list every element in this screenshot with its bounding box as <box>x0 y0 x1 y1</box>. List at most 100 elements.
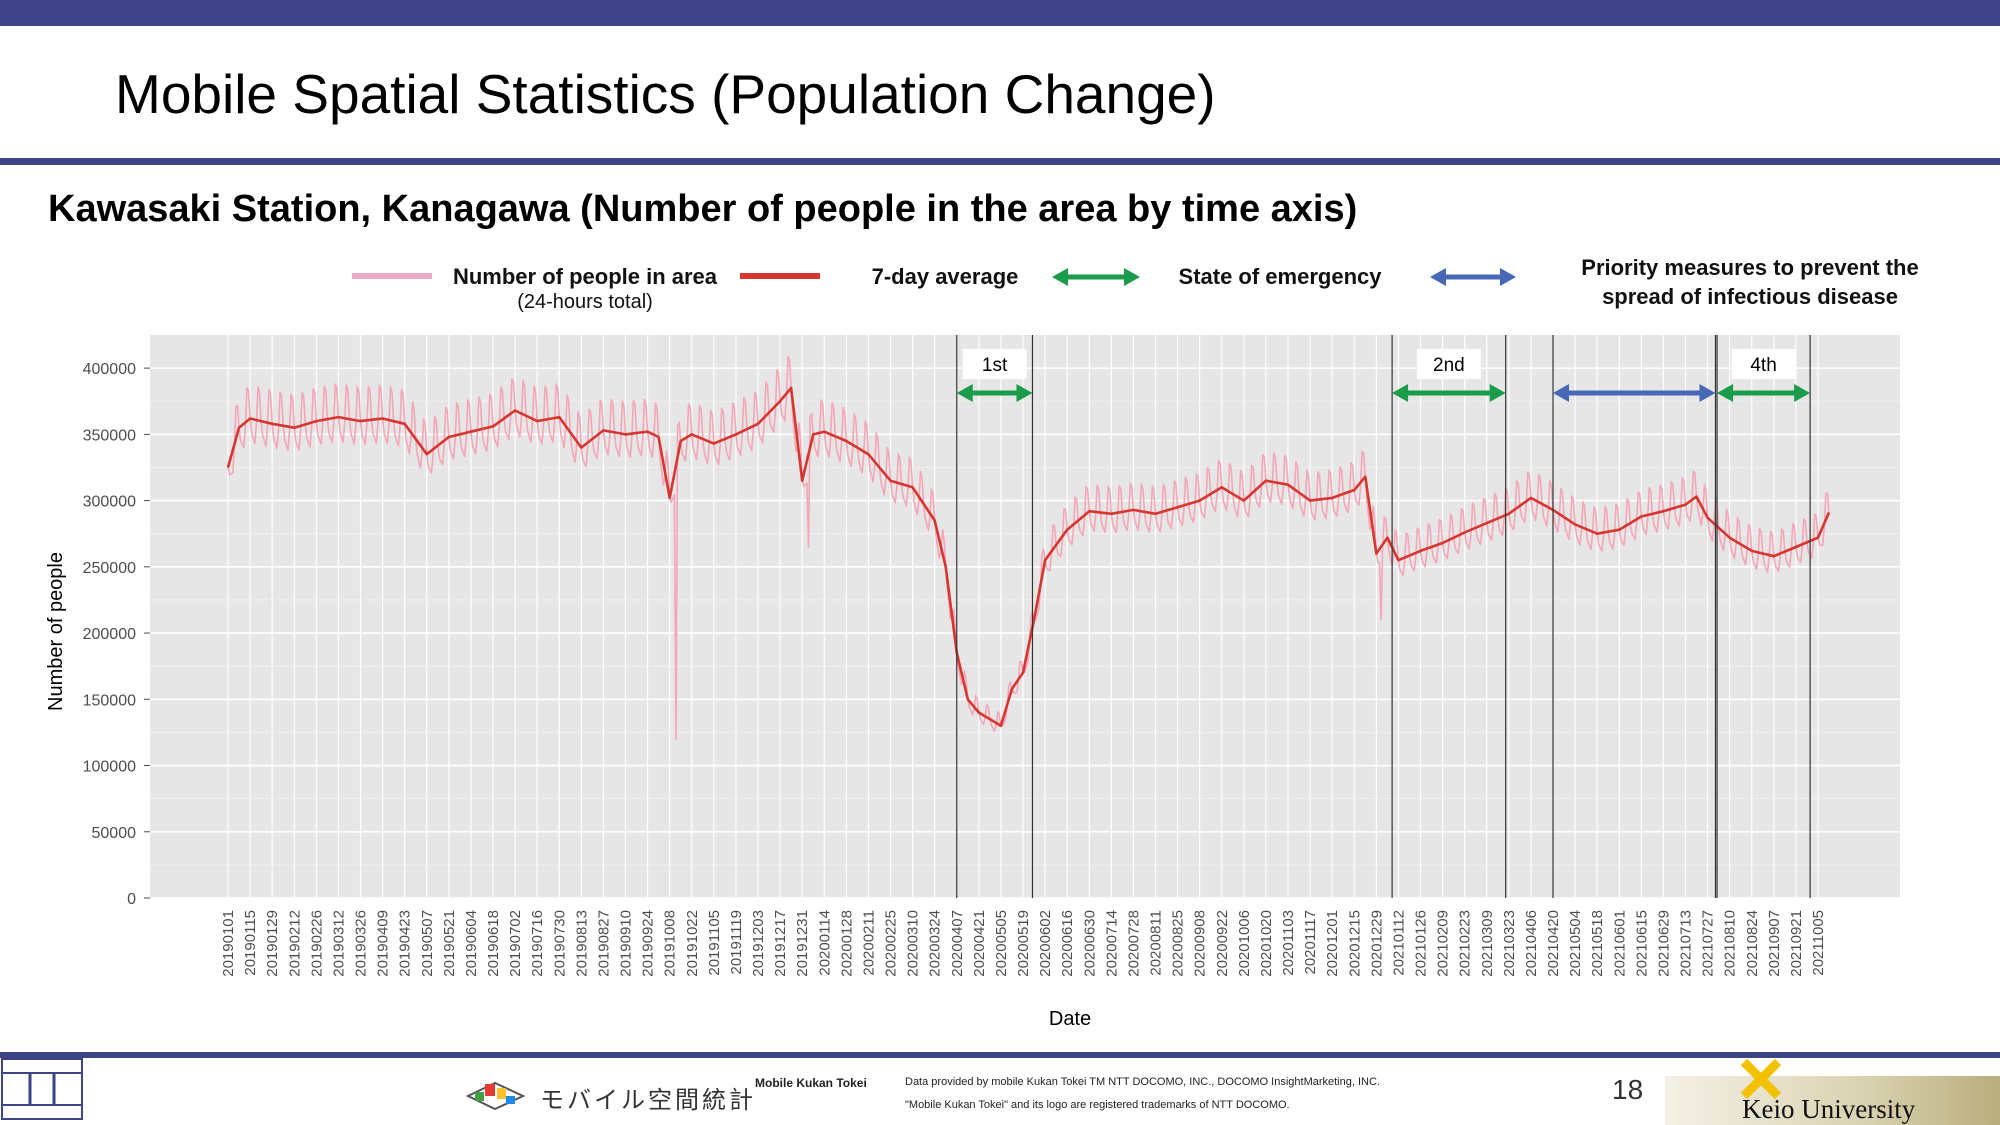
y-tick-label: 250000 <box>83 560 136 577</box>
x-tick-label: 20200922 <box>1214 910 1231 977</box>
x-tick-label: 20190827 <box>595 910 612 977</box>
x-tick-label: 20210323 <box>1501 910 1518 977</box>
x-tick-label: 20200128 <box>838 910 855 977</box>
x-tick-label: 20200728 <box>1125 910 1142 977</box>
x-tick-label: 20201201 <box>1324 910 1341 977</box>
x-tick-label: 20190115 <box>242 910 259 976</box>
legend-avg-swatch <box>740 273 820 279</box>
x-tick-label: 20191008 <box>662 910 679 977</box>
x-tick-label: 20200310 <box>905 910 922 977</box>
x-tick-label: 20190618 <box>485 910 502 977</box>
legend-daily-label: Number of people in area <box>452 264 718 289</box>
x-tick-label: 20210713 <box>1678 910 1695 977</box>
series-daily-line <box>227 355 1830 740</box>
plot-panel <box>150 335 1900 898</box>
x-tick-label: 20200505 <box>993 910 1010 977</box>
page-number: 18 <box>1612 1074 1644 1105</box>
legend-priority-label-2: spread of infectious disease <box>1602 284 1898 309</box>
x-tick-label: 20191022 <box>684 910 701 977</box>
period-label: 2nd <box>1433 355 1465 376</box>
x-tick-label: 20210126 <box>1413 910 1430 977</box>
x-tick-label: 20200114 <box>816 910 833 976</box>
x-tick-label: 20200211 <box>860 910 877 976</box>
x-tick-label: 20201117 <box>1302 910 1319 975</box>
x-tick-label: 20191203 <box>750 910 767 977</box>
x-tick-label: 20200630 <box>1081 910 1098 977</box>
keio-pen-icon <box>1740 1058 1782 1100</box>
x-tick-label: 20210309 <box>1479 910 1496 977</box>
period-arrow-head-left <box>1392 384 1409 402</box>
legend-daily-sublabel: (24-hours total) <box>517 291 653 313</box>
x-tick-label: 20201006 <box>1236 910 1253 977</box>
period-label-box <box>1416 349 1481 379</box>
x-tick-label: 20190423 <box>397 910 414 977</box>
x-tick-label: 20200908 <box>1192 910 1209 977</box>
x-tick-label: 20190212 <box>286 910 303 977</box>
x-tick-label: 20200421 <box>971 910 988 977</box>
lab-logo <box>1 1058 83 1120</box>
x-tick-label: 20210615 <box>1633 910 1650 977</box>
period-label-box <box>1731 349 1796 379</box>
x-tick-label: 20210420 <box>1545 910 1562 977</box>
x-tick-label: 20210824 <box>1744 910 1761 977</box>
chart-subtitle: Kawasaki Station, Kanagawa (Number of pe… <box>48 188 1358 230</box>
x-tick-label: 20190101 <box>220 910 237 977</box>
period-arrow-head-left <box>1553 384 1569 402</box>
title-divider <box>0 158 2000 165</box>
footer-credit-1: Data provided by mobile Kukan Tokei TM N… <box>905 1076 1380 1088</box>
period-arrow-head-right <box>1794 384 1811 402</box>
x-tick-label: 20190910 <box>618 910 635 977</box>
y-tick-label: 150000 <box>83 692 136 709</box>
x-tick-label: 20200602 <box>1037 910 1054 977</box>
x-tick-label: 20191217 <box>772 910 789 977</box>
x-tick-label: 20210810 <box>1722 910 1739 977</box>
x-tick-label: 20191119 <box>728 910 745 975</box>
x-tick-label: 20190604 <box>463 910 480 977</box>
x-tick-label: 20210921 <box>1788 910 1805 977</box>
x-tick-label: 20190226 <box>308 910 325 977</box>
series-avg-line <box>226 386 1831 728</box>
x-tick-label: 20190716 <box>529 910 546 977</box>
x-tick-label: 20200407 <box>949 910 966 977</box>
x-tick-label: 20210209 <box>1435 910 1452 977</box>
x-tick-label: 20190129 <box>264 910 281 977</box>
x-tick-label: 20210518 <box>1589 910 1606 977</box>
x-tick-label: 20210223 <box>1457 910 1474 977</box>
footer-divider <box>0 1052 2000 1058</box>
x-tick-label: 20200324 <box>927 910 944 977</box>
period-arrow-head-right <box>1489 384 1506 402</box>
x-tick-label: 20190730 <box>551 910 568 977</box>
x-tick-label: 20190924 <box>640 910 657 977</box>
x-tick-label: 20190326 <box>353 910 370 977</box>
x-tick-label: 20190312 <box>330 910 347 977</box>
x-tick-label: 20210907 <box>1766 910 1783 977</box>
y-tick-label: 0 <box>127 891 136 908</box>
header-bar <box>0 0 2000 26</box>
x-tick-label: 20200616 <box>1059 910 1076 977</box>
legend-emergency-label: State of emergency <box>1178 264 1382 289</box>
x-tick-label: 20190409 <box>375 910 392 977</box>
x-tick-label: 20191231 <box>794 910 811 977</box>
mobile-kukan-tokei-logo-text: モバイル空間統計 <box>540 1087 756 1114</box>
legend-daily-swatch <box>352 273 432 279</box>
x-tick-label: 20200519 <box>1015 910 1032 977</box>
x-tick-label: 20191105 <box>706 910 723 976</box>
x-tick-label: 20210601 <box>1611 910 1628 977</box>
period-arrow-head-left <box>1717 384 1734 402</box>
y-tick-label: 350000 <box>83 427 136 444</box>
x-tick-label: 20210727 <box>1700 910 1717 977</box>
x-tick-label: 20210629 <box>1655 910 1672 977</box>
x-tick-label: 20190521 <box>441 910 458 977</box>
mobile-kukan-tokei-logo-icon <box>465 1081 526 1111</box>
x-tick-label: 20200225 <box>883 910 900 977</box>
x-tick-label: 20200811 <box>1148 910 1165 976</box>
slide-title: Mobile Spatial Statistics (Population Ch… <box>115 63 1216 125</box>
x-tick-label: 20211005 <box>1810 910 1827 976</box>
x-tick-label: 20201229 <box>1368 910 1385 977</box>
y-tick-label: 300000 <box>83 494 136 511</box>
x-tick-label: 20210112 <box>1390 910 1407 976</box>
x-tick-label: 20201020 <box>1258 910 1275 977</box>
x-axis-label: Date <box>1049 1008 1091 1030</box>
period-label: 4th <box>1750 355 1776 376</box>
